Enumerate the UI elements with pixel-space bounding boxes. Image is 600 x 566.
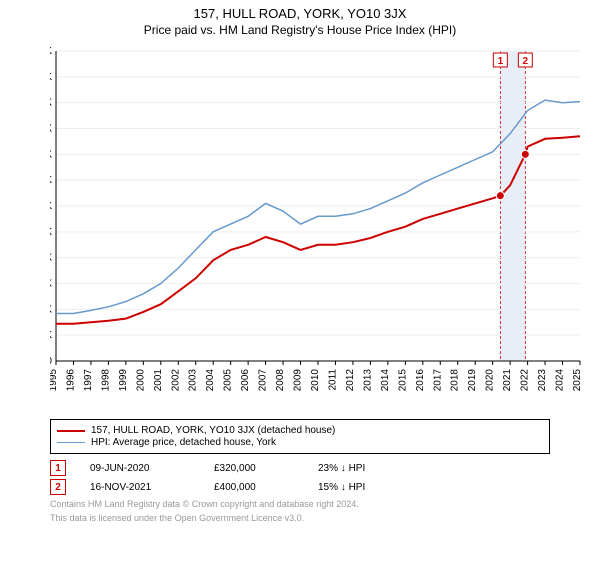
svg-text:1995: 1995	[50, 369, 59, 392]
sale-date: 09-JUN-2020	[90, 463, 190, 474]
svg-text:£0: £0	[50, 356, 52, 367]
svg-text:1998: 1998	[100, 369, 111, 392]
svg-text:2013: 2013	[362, 369, 373, 392]
svg-text:2014: 2014	[380, 369, 391, 392]
legend-swatch	[57, 430, 85, 432]
chart-svg: £0 £50K £100K £150K £200K £250K £300K £350K £400…	[50, 41, 590, 411]
svg-text:£400K: £400K	[50, 149, 52, 160]
svg-text:£150K: £150K	[50, 279, 52, 290]
svg-text:2017: 2017	[432, 369, 443, 392]
svg-text:£100K: £100K	[50, 304, 52, 315]
svg-text:2004: 2004	[205, 369, 216, 392]
legend-swatch	[57, 442, 85, 443]
svg-text:2006: 2006	[240, 369, 251, 392]
svg-text:1997: 1997	[83, 369, 94, 392]
chart-title: 157, HULL ROAD, YORK, YO10 3JX	[0, 6, 600, 21]
svg-text:1: 1	[498, 56, 504, 67]
sale-row: 1 09-JUN-2020 £320,000 23% ↓ HPI	[50, 460, 550, 476]
svg-text:2015: 2015	[397, 369, 408, 392]
svg-text:2023: 2023	[537, 369, 548, 392]
sale-date: 16-NOV-2021	[90, 482, 190, 493]
sale-price: £320,000	[214, 463, 294, 474]
svg-text:£450K: £450K	[50, 124, 52, 135]
svg-text:£500K: £500K	[50, 98, 52, 109]
svg-text:2018: 2018	[450, 369, 461, 392]
svg-text:£250K: £250K	[50, 227, 52, 238]
svg-text:2008: 2008	[275, 369, 286, 392]
svg-text:2011: 2011	[327, 369, 338, 391]
svg-text:2010: 2010	[310, 369, 321, 392]
footer-copyright: Contains HM Land Registry data © Crown c…	[50, 499, 550, 509]
sale-marker-icon: 1	[50, 460, 66, 476]
svg-text:£200K: £200K	[50, 253, 52, 264]
chart-subtitle: Price paid vs. HM Land Registry's House …	[0, 23, 600, 37]
chart-container: 157, HULL ROAD, YORK, YO10 3JX Price pai…	[0, 6, 600, 566]
svg-text:2: 2	[523, 56, 529, 67]
svg-text:£550K: £550K	[50, 72, 52, 83]
svg-text:£300K: £300K	[50, 201, 52, 212]
svg-text:2002: 2002	[170, 369, 181, 392]
sale-diff: 15% ↓ HPI	[318, 482, 408, 493]
svg-text:£50K: £50K	[50, 330, 52, 341]
footer-licence: This data is licensed under the Open Gov…	[50, 513, 550, 523]
svg-text:£350K: £350K	[50, 175, 52, 186]
svg-text:2009: 2009	[293, 369, 304, 392]
sale-price: £400,000	[214, 482, 294, 493]
legend-label: 157, HULL ROAD, YORK, YO10 3JX (detached…	[91, 425, 335, 436]
svg-text:2022: 2022	[520, 369, 531, 392]
svg-text:1999: 1999	[118, 369, 129, 392]
svg-text:2000: 2000	[135, 369, 146, 392]
chart-plot-area: £0 £50K £100K £150K £200K £250K £300K £350K £400…	[50, 41, 590, 411]
svg-text:2019: 2019	[467, 369, 478, 392]
legend-item: HPI: Average price, detached house, York	[57, 437, 543, 448]
svg-text:2012: 2012	[345, 369, 356, 392]
sale-marker-icon: 2	[50, 479, 66, 495]
svg-text:1996: 1996	[65, 369, 76, 392]
svg-text:2025: 2025	[572, 369, 583, 392]
sales-table: 1 09-JUN-2020 £320,000 23% ↓ HPI 2 16-NOV-202…	[50, 460, 550, 495]
sale-diff: 23% ↓ HPI	[318, 463, 408, 474]
svg-text:2003: 2003	[188, 369, 199, 392]
svg-text:2016: 2016	[415, 369, 426, 392]
svg-text:£600K: £600K	[50, 46, 52, 57]
legend-item: 157, HULL ROAD, YORK, YO10 3JX (detached…	[57, 425, 543, 436]
legend-label: HPI: Average price, detached house, York	[91, 437, 276, 448]
svg-text:2001: 2001	[153, 369, 164, 392]
svg-text:2024: 2024	[555, 369, 566, 392]
svg-text:2021: 2021	[502, 369, 513, 392]
sale-row: 2 16-NOV-2021 £400,000 15% ↓ HPI	[50, 479, 550, 495]
chart-legend: 157, HULL ROAD, YORK, YO10 3JX (detached…	[50, 419, 550, 454]
svg-text:2020: 2020	[485, 369, 496, 392]
svg-text:2005: 2005	[223, 369, 234, 392]
svg-text:2007: 2007	[258, 369, 269, 392]
